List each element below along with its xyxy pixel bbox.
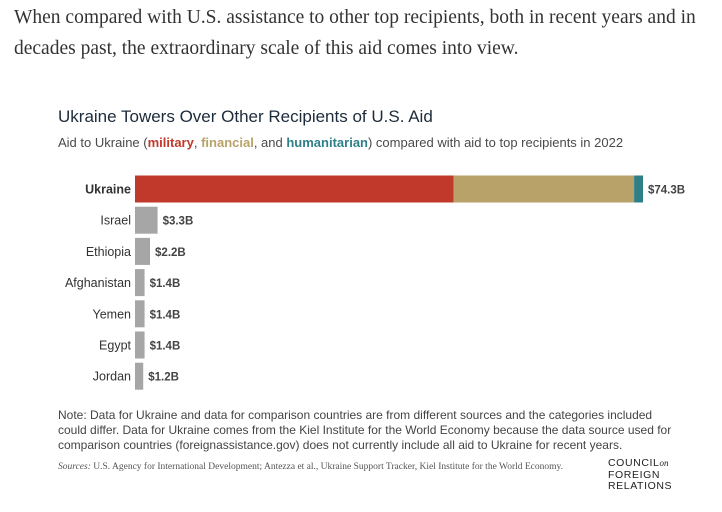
category-label-ethiopia: Ethiopia	[86, 245, 131, 259]
category-label-israel: Israel	[100, 214, 131, 228]
logo-line3: RELATIONS	[608, 480, 673, 492]
bar-jordan	[135, 362, 144, 390]
bar-chart: Ukraine $74.3B Israel $3.3B Ethiopia $2.2B Afg…	[65, 175, 685, 390]
chart-title: Ukraine Towers Over Other Recipients of …	[58, 107, 433, 126]
logo-line1: COUNCIL	[608, 457, 660, 469]
bar-segment-ukraine-financial	[453, 175, 635, 203]
subtitle-sep2: , and	[253, 135, 287, 150]
chart-sources: Sources: U.S. Agency for International D…	[58, 462, 588, 473]
value-label-egypt: $1.4B	[150, 341, 181, 353]
bar-egypt	[135, 331, 145, 359]
value-label-ethiopia: $2.2B	[155, 247, 186, 259]
sources-label: Sources:	[58, 462, 91, 472]
value-label-yemen: $1.4B	[150, 309, 181, 321]
chart-subtitle: Aid to Ukraine (military, financial, and…	[58, 135, 623, 150]
bar-afghanistan	[135, 269, 145, 297]
sources-text: U.S. Agency for International Developmen…	[90, 462, 564, 472]
bar-ethiopia	[135, 237, 151, 265]
value-label-jordan: $1.2B	[148, 372, 179, 384]
subtitle-financial: financial	[201, 135, 254, 150]
bar-yemen	[135, 300, 145, 328]
category-label-yemen: Yemen	[93, 307, 132, 321]
value-label-afghanistan: $1.4B	[150, 278, 181, 290]
category-label-ukraine: Ukraine	[85, 183, 131, 197]
subtitle-prefix: Aid to Ukraine (	[58, 135, 148, 150]
logo-line2: FOREIGN	[608, 468, 661, 481]
value-label-israel: $3.3B	[163, 216, 194, 228]
subtitle-humanitarian: humanitarian	[286, 135, 368, 150]
bar-segment-ukraine-humanitarian	[634, 175, 643, 203]
bar-segment-ukraine-military	[135, 175, 454, 203]
bar-israel	[135, 206, 158, 234]
category-label-egypt: Egypt	[99, 339, 131, 353]
intro-text: When compared with U.S. assistance to ot…	[14, 7, 696, 59]
cfr-logo: COUNCILon FOREIGN RELATIONS	[608, 457, 673, 493]
logo-on: on	[659, 458, 669, 468]
subtitle-military: military	[147, 135, 194, 150]
subtitle-sep1: ,	[193, 135, 202, 150]
subtitle-suffix: ) compared with aid to top recipients in…	[367, 135, 624, 150]
chart-note: Note: Data for Ukraine and data for comp…	[58, 408, 672, 452]
category-label-afghanistan: Afghanistan	[65, 276, 131, 290]
value-label-ukraine: $74.3B	[648, 185, 685, 197]
category-label-jordan: Jordan	[93, 370, 131, 384]
